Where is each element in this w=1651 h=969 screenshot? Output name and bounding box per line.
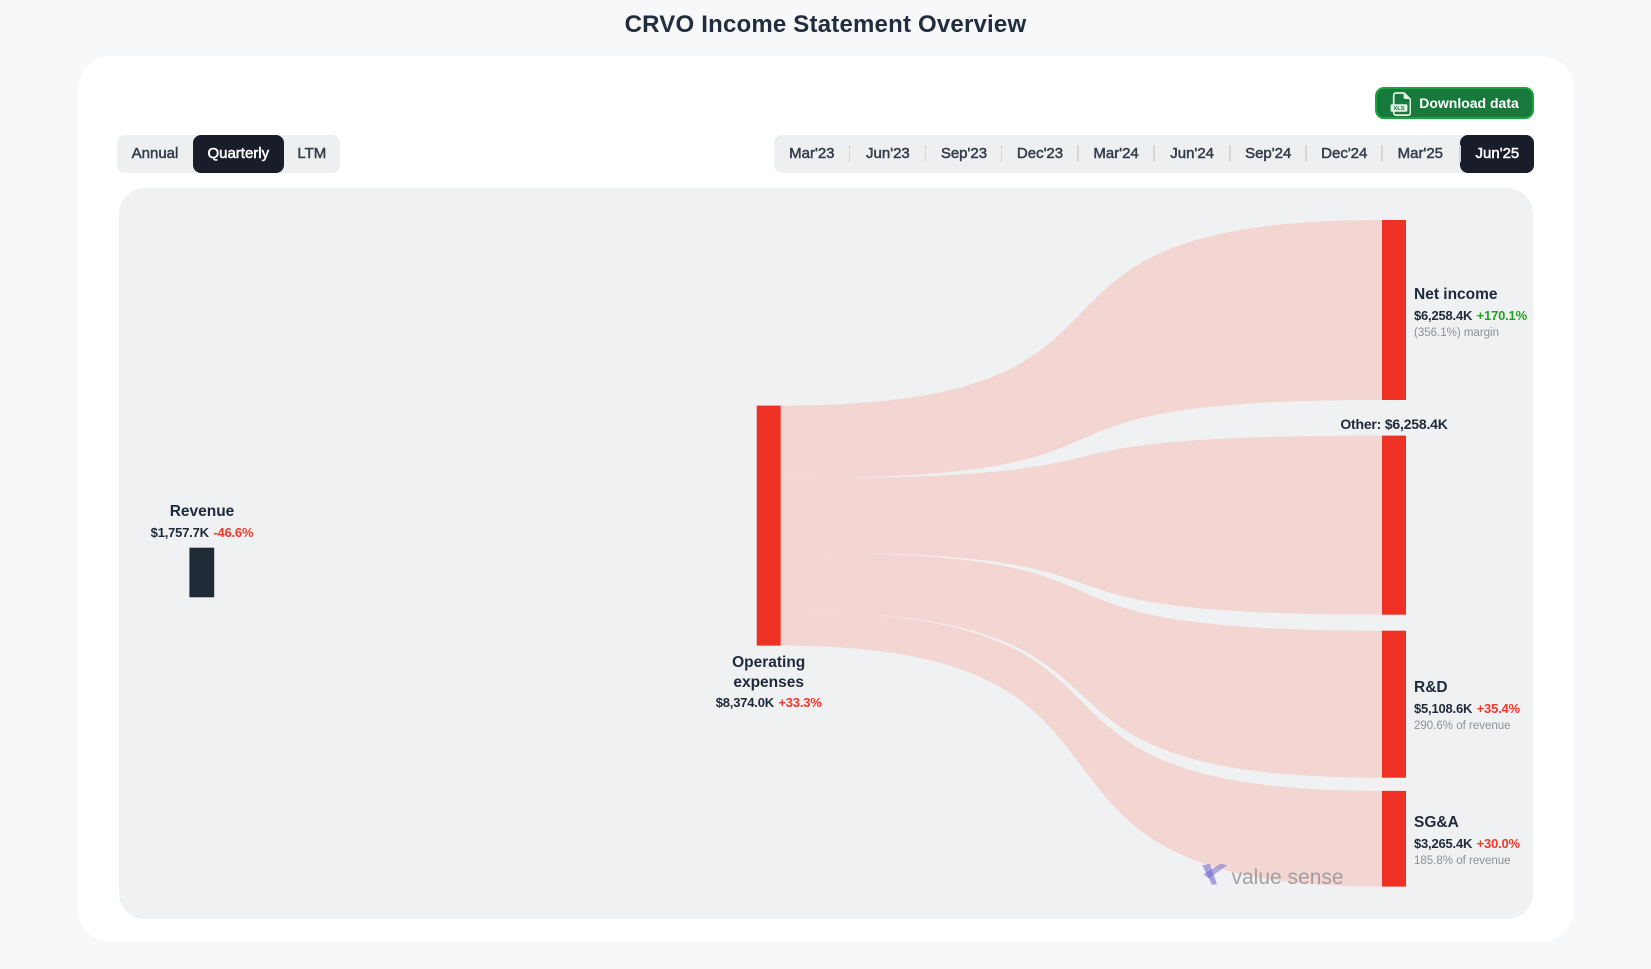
- svg-text:value sense: value sense: [1232, 866, 1344, 889]
- svg-text:XLS: XLS: [1394, 105, 1405, 111]
